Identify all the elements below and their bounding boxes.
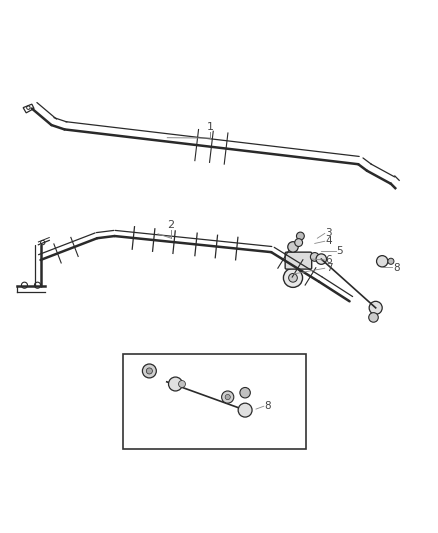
Text: 8: 8: [393, 263, 400, 273]
Circle shape: [222, 391, 234, 403]
Text: 7: 7: [325, 263, 332, 273]
Circle shape: [238, 403, 252, 417]
Bar: [123, 353, 306, 449]
Circle shape: [146, 368, 152, 374]
Circle shape: [169, 377, 183, 391]
Text: 4: 4: [325, 236, 332, 246]
Text: 8: 8: [265, 401, 271, 411]
Text: 3: 3: [325, 229, 332, 238]
Circle shape: [142, 364, 156, 378]
Circle shape: [179, 381, 185, 387]
Circle shape: [295, 239, 303, 246]
Text: 6: 6: [325, 255, 332, 265]
Circle shape: [240, 387, 251, 398]
Text: 2: 2: [168, 220, 175, 230]
Circle shape: [283, 268, 303, 287]
Circle shape: [316, 254, 326, 264]
Circle shape: [225, 394, 230, 400]
Text: 5: 5: [336, 246, 343, 256]
Circle shape: [377, 256, 388, 267]
Circle shape: [311, 253, 319, 261]
FancyBboxPatch shape: [285, 252, 312, 269]
Text: 1: 1: [207, 122, 214, 132]
Circle shape: [297, 232, 304, 240]
Circle shape: [289, 273, 297, 282]
Circle shape: [388, 258, 394, 264]
Circle shape: [369, 313, 378, 322]
Circle shape: [288, 241, 298, 252]
Circle shape: [369, 301, 382, 314]
